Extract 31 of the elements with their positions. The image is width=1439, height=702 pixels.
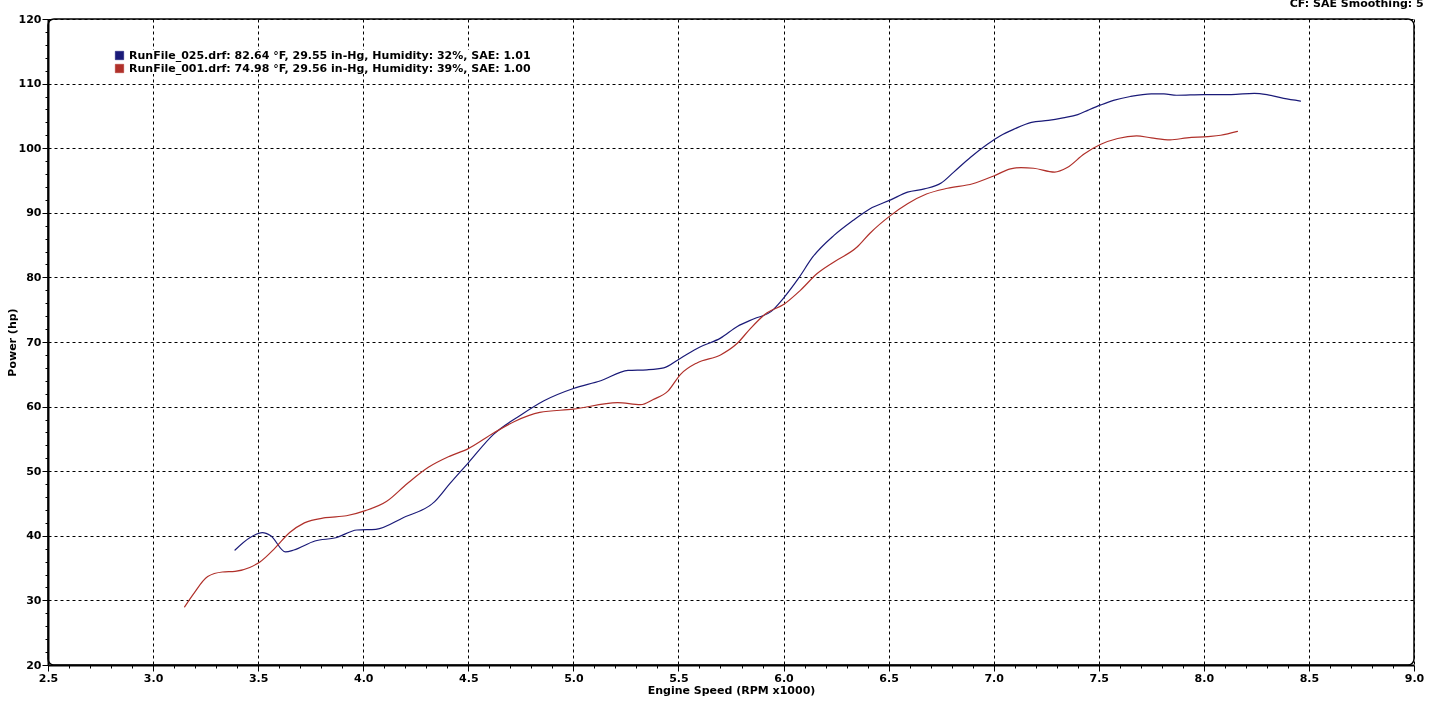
legend-label: RunFile_001.drf: 74.98 °F, 29.56 in-Hg, Humidity: 39%, SAE: 1.00 [129, 61, 531, 75]
x-tick-label: 9.0 [1404, 671, 1425, 685]
x-tick-label: 8.0 [1194, 671, 1215, 685]
y-tick-label: 90 [26, 206, 42, 220]
y-axis-title: Power (hp) [5, 308, 19, 377]
legend-label: RunFile_025.drf: 82.64 °F, 29.55 in-Hg, Humidity: 32%, SAE: 1.01 [129, 48, 531, 62]
y-tick-label: 20 [26, 658, 42, 672]
x-axis-title: Engine Speed (RPM x1000) [647, 683, 816, 697]
line-series [234, 92, 1302, 553]
y-tick-label: 80 [26, 270, 42, 284]
y-tick-label: 70 [26, 335, 42, 349]
y-tick-label: 60 [26, 400, 42, 414]
x-tick-label: 6.0 [774, 671, 795, 685]
x-tick-label: 7.0 [984, 671, 1005, 685]
y-tick-label: 30 [26, 593, 42, 607]
x-tick-label: 3.0 [143, 671, 164, 685]
y-tick-label: 120 [18, 12, 42, 26]
x-tick-label: 6.5 [879, 671, 899, 685]
x-tick-label: 4.0 [353, 671, 374, 685]
y-tick-label: 50 [26, 464, 42, 478]
x-tick-label: 7.5 [1089, 671, 1110, 685]
line-series [184, 130, 1239, 608]
x-tick-label: 4.5 [459, 671, 479, 685]
x-tick-label: 2.5 [38, 671, 59, 685]
x-tick-label: 8.5 [1299, 671, 1320, 685]
x-tick-label: 3.5 [248, 671, 269, 685]
x-tick-label: 5.5 [669, 671, 689, 685]
y-tick-label: 40 [26, 529, 42, 543]
y-tick-label: 110 [18, 77, 42, 91]
x-tick-label: 5.0 [564, 671, 584, 685]
y-tick-label: 100 [18, 141, 42, 155]
